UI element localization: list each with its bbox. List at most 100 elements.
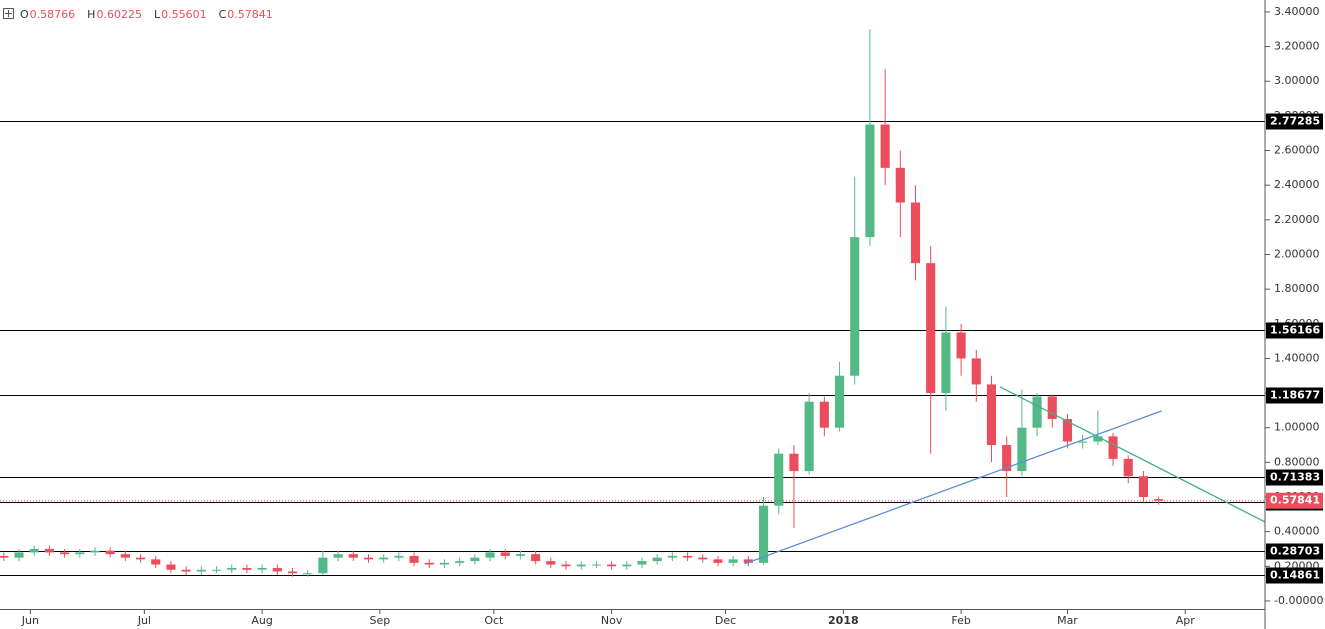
candle-body [850,237,860,376]
x-tick-label: Nov [601,614,623,627]
y-tick-label: 2.60000 [1274,144,1320,157]
candle-body [227,568,237,570]
x-tick-label: Mar [1057,614,1078,627]
x-tick-label: Feb [951,614,970,627]
y-tick-label: 1.80000 [1274,282,1320,295]
candle-body [774,453,784,506]
y-tick-label: 2.40000 [1274,178,1320,191]
level-label: 0.14861 [1270,569,1320,582]
level-label: 2.77285 [1270,115,1320,128]
candle-body [0,555,9,558]
candle-body [804,401,814,472]
candle-body [667,555,677,558]
candle-body [941,332,951,394]
y-tick-label: 1.40000 [1274,351,1320,364]
candle-body [455,561,465,563]
candle-body [622,564,632,567]
candle-body [1002,445,1012,472]
level-label-box [1266,543,1323,560]
candle-body [1032,396,1042,428]
x-tick-label: 2018 [828,614,859,627]
candle-body [105,550,115,555]
ohlc-value: 0.55601 [161,8,207,21]
candle-body [1108,436,1118,459]
candle-body [166,564,176,570]
candle-body [439,562,450,565]
y-tick-label: 0.40000 [1274,525,1320,538]
level-label-box [1266,469,1323,486]
candle-body [1093,436,1103,442]
candle-body [409,555,419,563]
candle-body [181,569,191,572]
trendline [744,410,1162,565]
candle-body [318,557,328,574]
y-tick-label: 3.20000 [1274,40,1320,53]
candle-body [348,554,358,558]
x-tick-label: Apr [1176,614,1196,627]
y-tick-label: -0.00000 [1274,594,1323,607]
ohlc-value: 0.57841 [227,8,273,21]
ohlc-value: 0.58766 [30,8,76,21]
candle-body [576,564,586,567]
x-tick-label: Jun [21,614,39,627]
candle-body [394,555,404,558]
ohlc-label: O [20,8,29,21]
candle-body [120,554,130,558]
candle-body [910,202,921,264]
candle-body [75,552,85,555]
x-tick-label: Dec [715,614,736,627]
level-label: 1.18677 [1270,389,1320,402]
plot-area [0,29,1265,577]
candle-body [303,573,313,575]
candle-body [1017,427,1027,472]
candle-body [1078,441,1088,443]
ohlc-label: C [219,8,227,21]
level-label: 0.28703 [1270,545,1320,558]
candle-body [895,167,905,203]
candle-body [561,564,571,567]
y-tick-label: 3.00000 [1274,74,1320,87]
candle-body [607,564,617,567]
candle-body [379,557,389,560]
y-tick-label: 1.00000 [1274,421,1320,434]
x-tick-label: Sep [370,614,391,627]
y-tick-label: 2.20000 [1274,213,1320,226]
candle-body [485,552,495,558]
candle-body [211,569,222,571]
candle-body [14,552,24,558]
candle-body [591,564,601,566]
level-label: 0.71383 [1270,471,1320,484]
ohlc-label: L [154,8,161,21]
candle-body [272,568,282,572]
level-label: 1.56166 [1270,324,1320,337]
candle-body [971,358,981,385]
candle-body [986,384,997,446]
candle-body [500,552,510,556]
candle-body [135,557,146,560]
candle-body [1062,419,1073,442]
trendline [999,386,1265,523]
candle-body [60,552,70,555]
candle-body [151,559,161,565]
candle-body [90,550,100,553]
candle-body [257,568,267,570]
candle-body [546,561,556,565]
candle-body [515,554,525,556]
candle-body [531,554,541,562]
candle-body [834,375,845,428]
candle-body [698,557,708,560]
candle-body [926,263,936,394]
price-label-box [1266,492,1323,509]
candle-body [880,124,890,168]
legend-icon [3,8,14,19]
candle-body [1123,458,1133,477]
candle-body [956,332,966,359]
candle-body [363,557,374,560]
candle-body [470,557,480,562]
candle-body [683,555,693,558]
candle-body [637,561,647,565]
candle-body [1154,499,1164,501]
candle-body [819,401,829,428]
